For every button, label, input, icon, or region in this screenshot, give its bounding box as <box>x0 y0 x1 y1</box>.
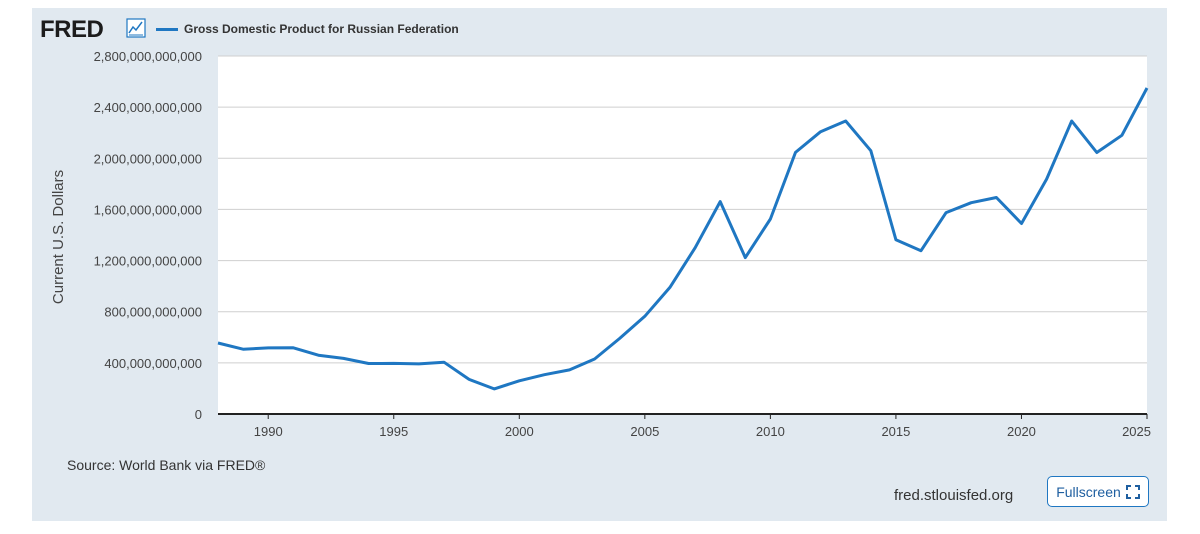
plot-area <box>218 56 1147 414</box>
series-line[interactable] <box>217 87 1149 391</box>
x-tick-label: 1990 <box>254 424 283 439</box>
y-tick-label: 2,000,000,000,000 <box>94 151 202 166</box>
fullscreen-label: Fullscreen <box>1056 483 1121 500</box>
x-tick-label: 2015 <box>881 424 910 439</box>
fred-logo[interactable]: FRED <box>40 16 104 43</box>
gdp-line-chart: 0 400,000,000,000 800,000,000,000 1,200,000… <box>50 49 1151 439</box>
y-tick-label: 2,800,000,000,000 <box>94 49 202 64</box>
y-tick-label: 1,200,000,000,000 <box>94 254 202 269</box>
x-tick-label: 2020 <box>1007 424 1036 439</box>
y-tick-label: 2,400,000,000,000 <box>94 100 202 115</box>
y-tick-labels: 0 400,000,000,000 800,000,000,000 1,200,000… <box>94 49 202 422</box>
x-tick-label: 2010 <box>756 424 785 439</box>
fullscreen-button[interactable]: Fullscreen <box>1047 476 1149 507</box>
legend-label: Gross Domestic Product for Russian Feder… <box>184 22 459 36</box>
legend: Gross Domestic Product for Russian Feder… <box>156 20 459 38</box>
line-chart-icon <box>126 18 146 38</box>
y-axis-label: Current U.S. Dollars <box>50 170 67 304</box>
x-tick-label: 2025 <box>1122 424 1151 439</box>
x-tick-label: 1995 <box>379 424 408 439</box>
expand-icon <box>1125 484 1140 499</box>
legend-swatch <box>156 27 178 31</box>
y-tick-label: 1,600,000,000,000 <box>94 202 202 217</box>
series-layer <box>217 87 1149 391</box>
source-note: Source: World Bank via FRED® <box>67 457 266 473</box>
site-url[interactable]: fred.stlouisfed.org <box>894 487 1014 504</box>
y-tick-label: 0 <box>195 407 202 422</box>
y-tick-label: 400,000,000,000 <box>104 356 202 371</box>
chart-frame: FRED Gross Domestic Product for Russian … <box>32 8 1167 521</box>
y-tick-label: 800,000,000,000 <box>104 305 202 320</box>
x-tick-label: 2005 <box>630 424 659 439</box>
x-tick-label: 2000 <box>505 424 534 439</box>
x-tick-labels: 1990 1995 2000 2005 2010 2015 2020 2025 <box>254 414 1151 439</box>
